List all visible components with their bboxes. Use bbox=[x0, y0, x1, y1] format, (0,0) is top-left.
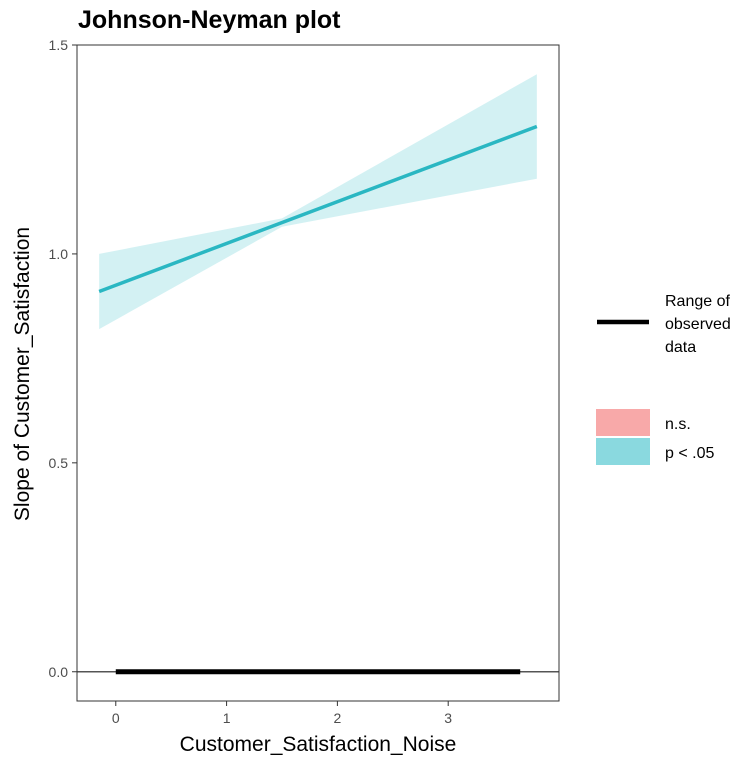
plot-area bbox=[77, 74, 559, 675]
confidence-band bbox=[99, 74, 537, 330]
legend-ns-key bbox=[596, 409, 650, 436]
legend-sig-label: p < .05 bbox=[665, 445, 714, 462]
y-tick-label: 0.5 bbox=[49, 455, 69, 471]
x-tick-label: 2 bbox=[333, 710, 341, 726]
legend-significance: n.s. p < .05 bbox=[596, 409, 714, 465]
legend-range-label-line3: data bbox=[665, 339, 696, 356]
y-axis: 0.0 0.5 1.0 1.5 bbox=[49, 37, 77, 680]
y-axis-title: Slope of Customer_Satisfaction bbox=[11, 227, 34, 521]
legend-range-label-line1: Range of bbox=[665, 293, 730, 310]
legend-range-label-line2: observed bbox=[665, 316, 731, 333]
slope-line bbox=[98, 124, 538, 294]
x-tick-label: 0 bbox=[112, 710, 120, 726]
x-axis-title: Customer_Satisfaction_Noise bbox=[180, 733, 457, 756]
x-tick-label: 3 bbox=[444, 710, 452, 726]
y-tick-label: 1.0 bbox=[49, 246, 69, 262]
chart-title: Johnson-Neyman plot bbox=[78, 6, 341, 34]
legend-range: Range of observed data bbox=[597, 293, 731, 356]
legend-sig-key bbox=[596, 438, 650, 465]
x-axis: 0 1 2 3 bbox=[112, 701, 452, 726]
legend-ns-label: n.s. bbox=[665, 416, 691, 433]
y-tick-label: 1.5 bbox=[49, 37, 69, 53]
y-tick-label: 0.0 bbox=[49, 664, 69, 680]
panel-border bbox=[76, 44, 560, 702]
x-tick-label: 1 bbox=[223, 710, 231, 726]
